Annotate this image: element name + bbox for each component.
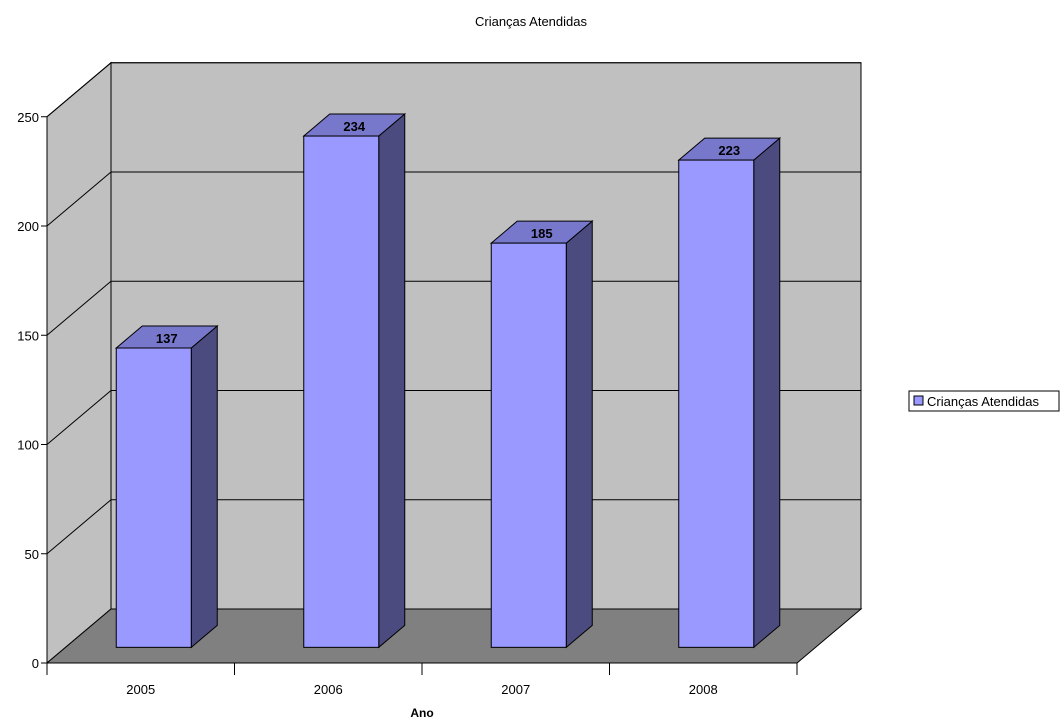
- gridline: [46, 499, 861, 555]
- bar-side: [565, 220, 593, 649]
- y-tick-label: 50: [25, 547, 39, 562]
- x-tick-label: 2005: [126, 682, 155, 697]
- bar-side: [753, 137, 781, 649]
- legend-swatch: [913, 395, 924, 406]
- x-tick-label: 2006: [314, 682, 343, 697]
- bar-side: [190, 324, 218, 649]
- data-label: 137: [156, 331, 178, 346]
- y-tick-label: 150: [17, 328, 39, 343]
- gridline: [46, 390, 861, 445]
- bar-side: [378, 112, 406, 649]
- gridline: [46, 171, 861, 227]
- data-label: 185: [531, 226, 553, 241]
- data-label: 223: [718, 143, 740, 158]
- y-tick-label: 250: [17, 110, 39, 125]
- legend-label: Crianças Atendidas: [927, 394, 1040, 409]
- bar: [303, 135, 380, 648]
- y-tick-label: 200: [17, 219, 39, 234]
- y-tick-label: 0: [32, 656, 39, 671]
- y-tick-label: 100: [17, 438, 39, 453]
- bar: [490, 242, 567, 648]
- bar: [678, 159, 755, 648]
- x-axis-title: Ano: [410, 706, 433, 718]
- legend-box: [908, 390, 1060, 412]
- gridline: [46, 62, 861, 118]
- chart-title: Crianças Atendidas: [475, 14, 588, 29]
- side-wall: [46, 61, 112, 665]
- x-tick-label: 2007: [501, 682, 530, 697]
- bar: [115, 347, 192, 648]
- data-label: 234: [343, 119, 365, 134]
- plot-area: 0 50 100 150 200 250 2005 2006 2007 2008 137 234 185…: [17, 61, 863, 697]
- gridline: [46, 280, 861, 336]
- x-tick-label: 2008: [689, 682, 718, 697]
- legend: Crianças Atendidas: [908, 390, 1060, 412]
